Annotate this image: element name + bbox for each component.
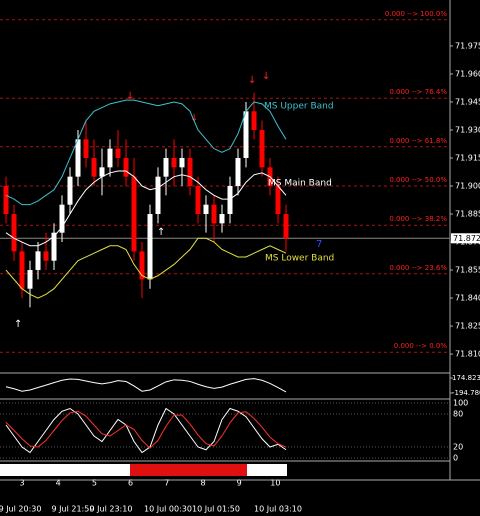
x-tick-label: 10	[270, 479, 280, 488]
time-label: 9 Jul 20:30	[0, 505, 41, 514]
candle-body	[259, 129, 265, 168]
candle-body	[51, 232, 57, 261]
band-line	[5, 99, 287, 206]
y-tick-label: 71.930	[455, 125, 480, 134]
stochastic-line	[5, 407, 287, 454]
candle-body	[107, 148, 113, 168]
arrow: ↓	[126, 91, 134, 102]
arrow: ↑	[157, 227, 165, 238]
y-tick-label: 71.975	[455, 41, 480, 50]
current-price-box	[451, 233, 480, 244]
candle-body	[163, 157, 169, 177]
y-tick-label: 80	[453, 410, 463, 419]
fib-label: 0.000 --> 50.0%	[389, 176, 447, 184]
trend-bar	[130, 464, 247, 476]
fib-label: 0.000 --> 38.2%	[389, 215, 447, 223]
candle-body	[283, 214, 289, 239]
arrow: ↓	[248, 75, 256, 86]
candle-body	[131, 176, 137, 252]
current-price-label: 71.872	[453, 234, 480, 243]
candle-body	[91, 157, 97, 177]
time-label: 10 Jul 01:50	[192, 505, 240, 514]
y-tick-label: 71.915	[455, 153, 480, 162]
candle-body	[83, 139, 89, 158]
time-label: 9 Jul 21:50	[52, 505, 95, 514]
y-tick-label: -194.780	[452, 389, 480, 397]
y-tick-label: 0	[453, 454, 458, 463]
candle-body	[27, 270, 33, 289]
y-tick-label: 100	[453, 399, 468, 408]
candle-body	[35, 251, 41, 271]
candle-body	[11, 214, 17, 252]
band-line	[5, 237, 287, 299]
band-label: MS Lower Band	[265, 254, 334, 264]
y-tick-label: 71.960	[455, 69, 480, 78]
candle-body	[235, 157, 241, 186]
candle-body	[171, 157, 177, 168]
arrow: ↓	[190, 113, 198, 124]
fib-label: 0.000 --> 76.4%	[389, 88, 447, 96]
candle-body	[227, 186, 233, 215]
candle-body	[3, 186, 9, 215]
candle-body	[187, 157, 193, 186]
trend-bar	[0, 464, 130, 476]
candle-body	[67, 176, 73, 205]
time-label: 9 Jul 23:10	[90, 505, 133, 514]
fib-label: 0.000 --> 23.6%	[389, 264, 447, 272]
x-tick-label: 5	[92, 479, 97, 488]
annotation: 7	[316, 239, 322, 250]
y-tick-label: 20	[453, 443, 463, 452]
oscillator-line	[5, 378, 287, 393]
candle-body	[115, 148, 121, 158]
y-tick-label: 71.840	[455, 294, 480, 303]
candle-body	[59, 204, 65, 233]
candle-body	[123, 157, 129, 177]
candle-body	[243, 111, 249, 158]
y-tick-label: 174.8238	[452, 374, 480, 382]
trend-bar	[247, 464, 287, 476]
fib-label: 0.000 --> 100.0%	[385, 10, 447, 18]
y-tick-label: 71.885	[455, 210, 480, 219]
candle-body	[75, 139, 81, 177]
y-tick-label: 71.855	[455, 266, 480, 275]
arrow: ↓	[262, 71, 270, 82]
candle-body	[43, 251, 49, 261]
band-label: MS Main Band	[268, 179, 332, 189]
candle-body	[155, 176, 161, 215]
y-tick-label: 71.825	[455, 322, 480, 331]
fib-label: 0.000 --> 61.8%	[389, 137, 447, 145]
fib-label: 0.000 --> 0.0%	[394, 342, 448, 350]
candle-body	[195, 186, 201, 215]
x-tick-label: 4	[56, 479, 61, 488]
candle-body	[251, 111, 257, 130]
x-tick-label: 8	[200, 479, 205, 488]
candle-body	[19, 251, 25, 289]
y-tick-label: 71.900	[455, 182, 480, 191]
y-tick-label: 71.810	[455, 350, 480, 359]
x-tick-label: 3	[19, 479, 24, 488]
candle-body	[203, 204, 209, 215]
x-tick-label: 7	[164, 479, 169, 488]
candle-body	[211, 204, 217, 224]
time-label: 10 Jul 00:30	[144, 505, 192, 514]
candle-body	[219, 214, 225, 224]
stochastic-line	[5, 410, 287, 449]
band-line	[5, 170, 287, 247]
candle-body	[99, 167, 105, 177]
candle-body	[147, 214, 153, 280]
candle-body	[275, 186, 281, 215]
x-tick-label: 9	[237, 479, 242, 488]
time-label: 10 Jul 03:10	[254, 505, 302, 514]
x-tick-label: 6	[128, 479, 133, 488]
y-tick-label: 71.945	[455, 97, 480, 106]
band-label: MS Upper Band	[264, 102, 334, 112]
candle-body	[139, 251, 145, 280]
candle-body	[179, 157, 185, 168]
arrow: ↑	[14, 319, 22, 330]
